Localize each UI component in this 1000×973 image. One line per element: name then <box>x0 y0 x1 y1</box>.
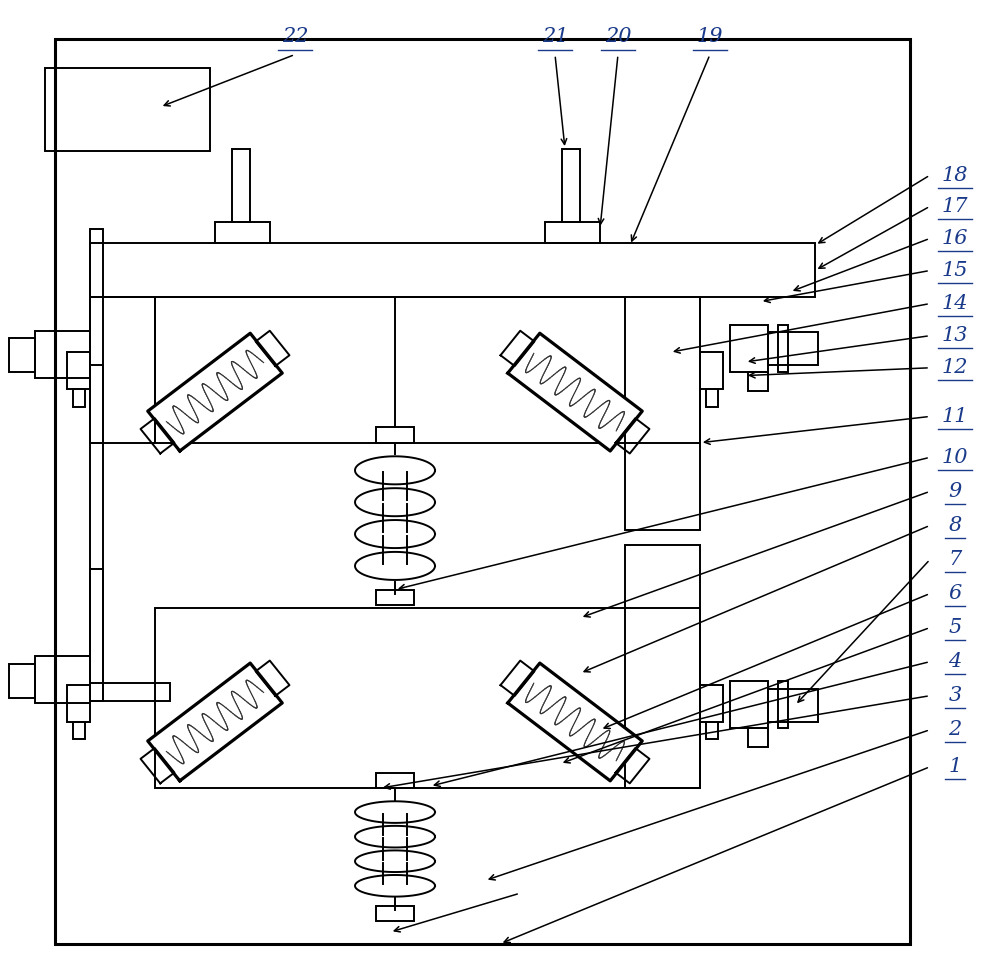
Bar <box>35 656 90 703</box>
Bar <box>9 338 35 372</box>
Text: 2: 2 <box>948 720 962 739</box>
Bar <box>625 545 700 788</box>
Text: 7: 7 <box>948 550 962 569</box>
Text: 5: 5 <box>948 618 962 637</box>
Bar <box>67 352 90 389</box>
Bar <box>778 681 788 728</box>
Bar <box>706 722 718 739</box>
Bar <box>35 331 90 378</box>
Text: 14: 14 <box>942 294 968 313</box>
Bar <box>562 149 580 222</box>
Bar <box>90 297 155 443</box>
Bar <box>545 222 600 243</box>
Bar <box>55 39 910 944</box>
Text: 17: 17 <box>942 197 968 216</box>
Bar <box>700 352 723 389</box>
Bar <box>45 68 210 151</box>
Text: 11: 11 <box>942 407 968 426</box>
Bar <box>9 664 35 698</box>
Bar <box>748 728 768 747</box>
Text: 15: 15 <box>942 261 968 280</box>
Text: 9: 9 <box>948 482 962 501</box>
Polygon shape <box>508 333 642 451</box>
Bar <box>768 689 818 722</box>
Text: 10: 10 <box>942 448 968 467</box>
Text: 6: 6 <box>948 584 962 603</box>
Bar <box>90 365 103 701</box>
Polygon shape <box>148 663 282 781</box>
Text: 19: 19 <box>697 27 723 47</box>
Bar <box>90 683 170 701</box>
Bar <box>215 222 270 243</box>
Bar <box>625 297 700 530</box>
Bar <box>768 332 818 365</box>
Bar <box>376 590 414 605</box>
Bar <box>706 389 718 407</box>
Bar <box>155 608 700 788</box>
Bar <box>376 773 414 788</box>
Text: 8: 8 <box>948 516 962 535</box>
Text: 22: 22 <box>282 27 308 47</box>
Text: 13: 13 <box>942 326 968 345</box>
Text: 3: 3 <box>948 686 962 705</box>
Bar <box>90 243 815 297</box>
Text: 21: 21 <box>542 27 568 47</box>
Text: 12: 12 <box>942 358 968 378</box>
Bar <box>90 229 103 443</box>
Bar <box>73 389 85 407</box>
Text: 16: 16 <box>942 229 968 248</box>
Text: 20: 20 <box>605 27 631 47</box>
Bar <box>376 427 414 443</box>
Text: 4: 4 <box>948 652 962 671</box>
Bar <box>700 685 723 722</box>
Bar <box>73 722 85 739</box>
Text: 1: 1 <box>948 757 962 776</box>
Bar <box>232 149 250 222</box>
Bar <box>376 906 414 921</box>
Polygon shape <box>508 663 642 781</box>
Text: 18: 18 <box>942 165 968 185</box>
Bar <box>90 569 103 701</box>
Bar <box>748 372 768 391</box>
Bar <box>778 325 788 372</box>
Bar <box>155 297 700 443</box>
Bar <box>730 681 768 728</box>
Bar <box>67 685 90 722</box>
Bar <box>730 325 768 372</box>
Polygon shape <box>148 333 282 451</box>
